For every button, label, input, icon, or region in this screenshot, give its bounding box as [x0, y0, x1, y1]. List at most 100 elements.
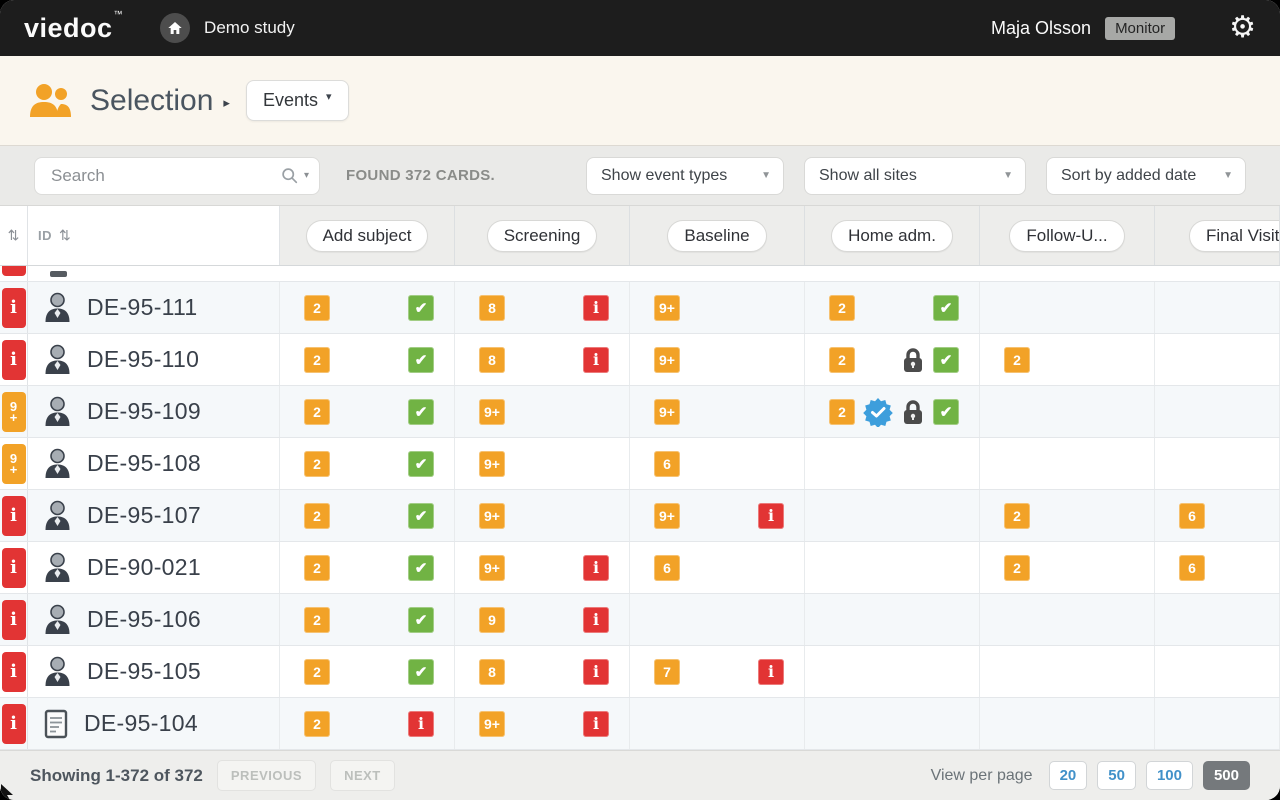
count-badge[interactable]: 2	[829, 398, 855, 425]
count-badge[interactable]: 9+	[479, 554, 505, 581]
subject-id-cell[interactable]: DE-95-106	[28, 594, 280, 645]
info-icon[interactable]: i	[408, 710, 434, 737]
event-column-header[interactable]: Final Visit	[1155, 206, 1280, 265]
info-icon[interactable]: i	[583, 294, 609, 321]
event-cell[interactable]	[980, 438, 1155, 489]
event-cell[interactable]	[980, 698, 1155, 749]
event-cell[interactable]: 9+	[455, 438, 630, 489]
event-cell[interactable]: 9+ i	[455, 542, 630, 593]
settings-gear-icon[interactable]: ⚙	[1229, 11, 1256, 44]
check-icon[interactable]: ✔	[408, 398, 434, 425]
event-cell[interactable]: 2	[980, 490, 1155, 541]
event-cell[interactable]: 6	[630, 438, 805, 489]
event-column-header[interactable]: Home adm.	[805, 206, 980, 265]
subject-id-cell[interactable]: DE-90-021	[28, 542, 280, 593]
count-badge[interactable]: 8	[479, 346, 505, 373]
event-cell[interactable]: 2 ✔	[280, 646, 455, 697]
count-badge[interactable]: 6	[654, 450, 680, 477]
count-badge[interactable]: 9+	[479, 502, 505, 529]
count-badge[interactable]: 9+	[654, 398, 680, 425]
event-cell[interactable]: 2 ✔	[280, 282, 455, 333]
event-types-dropdown[interactable]: Show event types ▼	[586, 156, 784, 195]
event-cell[interactable]	[1155, 646, 1280, 697]
event-cell[interactable]: 2 ✔	[280, 386, 455, 437]
count-badge[interactable]: 8	[479, 294, 505, 321]
count-badge[interactable]: 2	[1004, 554, 1030, 581]
check-icon[interactable]: ✔	[408, 502, 434, 529]
count-badge[interactable]: 9+	[479, 710, 505, 737]
page-size-button-100[interactable]: 100	[1145, 761, 1193, 790]
subject-row[interactable]: i DE-95-105 2 ✔ 8 i 7 i	[0, 646, 1280, 698]
subject-id-cell[interactable]: DE-95-111	[28, 282, 280, 333]
info-icon[interactable]: i	[583, 346, 609, 373]
search-input[interactable]	[49, 164, 281, 187]
event-column-header[interactable]: Screening	[455, 206, 630, 265]
next-page-button[interactable]: NEXT	[330, 760, 395, 791]
event-cell[interactable]: 2 ✔	[805, 334, 980, 385]
count-badge[interactable]: 2	[304, 346, 330, 373]
flag-sort-button[interactable]: ⇅	[0, 206, 28, 265]
count-badge[interactable]: 6	[1179, 502, 1205, 529]
count-badge[interactable]: 9+	[479, 450, 505, 477]
event-cell[interactable]	[1155, 334, 1280, 385]
event-column-header[interactable]: Add subject	[280, 206, 455, 265]
event-cell[interactable]	[1155, 594, 1280, 645]
event-cell[interactable]: 9+	[630, 282, 805, 333]
subject-row[interactable]: i DE-90-021 2 ✔ 9+ i 6 2 6	[0, 542, 1280, 594]
subject-id-cell[interactable]: DE-95-104	[28, 698, 280, 749]
count-badge[interactable]: 9+	[654, 502, 680, 529]
event-cell[interactable]	[805, 490, 980, 541]
event-cell[interactable]: 2 ✔	[280, 438, 455, 489]
count-badge[interactable]: 2	[304, 450, 330, 477]
check-icon[interactable]: ✔	[933, 294, 959, 321]
home-button[interactable]	[160, 13, 191, 43]
study-name[interactable]: Demo study	[204, 18, 295, 37]
event-cell[interactable]	[805, 646, 980, 697]
event-cell[interactable]: 9+	[630, 334, 805, 385]
event-cell[interactable]: 2	[980, 542, 1155, 593]
count-badge[interactable]: 8	[479, 658, 505, 685]
subject-id-cell[interactable]: DE-95-109	[28, 386, 280, 437]
event-cell[interactable]: 2 ✔	[280, 594, 455, 645]
subject-id-cell[interactable]: DE-95-107	[28, 490, 280, 541]
event-cell[interactable]	[1155, 438, 1280, 489]
subject-row[interactable]: 9 + DE-95-108 2 ✔ 9+ 6	[0, 438, 1280, 490]
count-badge[interactable]: 2	[829, 346, 855, 373]
event-cell[interactable]: 2 ✔	[805, 282, 980, 333]
info-icon[interactable]: i	[583, 658, 609, 685]
event-cell[interactable]	[980, 594, 1155, 645]
count-badge[interactable]: 2	[304, 502, 330, 529]
count-badge[interactable]: 6	[654, 554, 680, 581]
check-icon[interactable]: ✔	[408, 450, 434, 477]
check-icon[interactable]: ✔	[408, 346, 434, 373]
event-cell[interactable]: 2	[980, 334, 1155, 385]
count-badge[interactable]: 2	[304, 554, 330, 581]
page-size-button-50[interactable]: 50	[1097, 761, 1136, 790]
count-badge[interactable]: 7	[654, 658, 680, 685]
count-badge[interactable]: 9	[479, 606, 505, 633]
event-cell[interactable]	[980, 282, 1155, 333]
event-cell[interactable]	[1155, 386, 1280, 437]
subject-row[interactable]: i DE-95-111 2 ✔ 8 i 9+ 2 ✔	[0, 282, 1280, 334]
check-icon[interactable]: ✔	[408, 606, 434, 633]
check-icon[interactable]: ✔	[933, 346, 959, 373]
count-badge[interactable]: 9+	[479, 398, 505, 425]
event-cell[interactable]: 6	[630, 542, 805, 593]
event-cell[interactable]: 9+ i	[630, 490, 805, 541]
subject-id-cell[interactable]: DE-95-108	[28, 438, 280, 489]
count-badge[interactable]: 9+	[654, 294, 680, 321]
search-options-caret-icon[interactable]: ▾	[303, 170, 309, 181]
event-cell[interactable]: 9+	[455, 490, 630, 541]
page-size-button-500[interactable]: 500	[1202, 761, 1250, 790]
event-cell[interactable]	[805, 594, 980, 645]
event-cell[interactable]	[805, 542, 980, 593]
event-cell[interactable]: 2 ✔	[280, 542, 455, 593]
event-cell[interactable]: 9+ i	[455, 698, 630, 749]
event-cell[interactable]: 2 ✔	[280, 490, 455, 541]
event-cell[interactable]: 2 ✔	[280, 334, 455, 385]
sort-dropdown[interactable]: Sort by added date ▼	[1046, 156, 1246, 195]
